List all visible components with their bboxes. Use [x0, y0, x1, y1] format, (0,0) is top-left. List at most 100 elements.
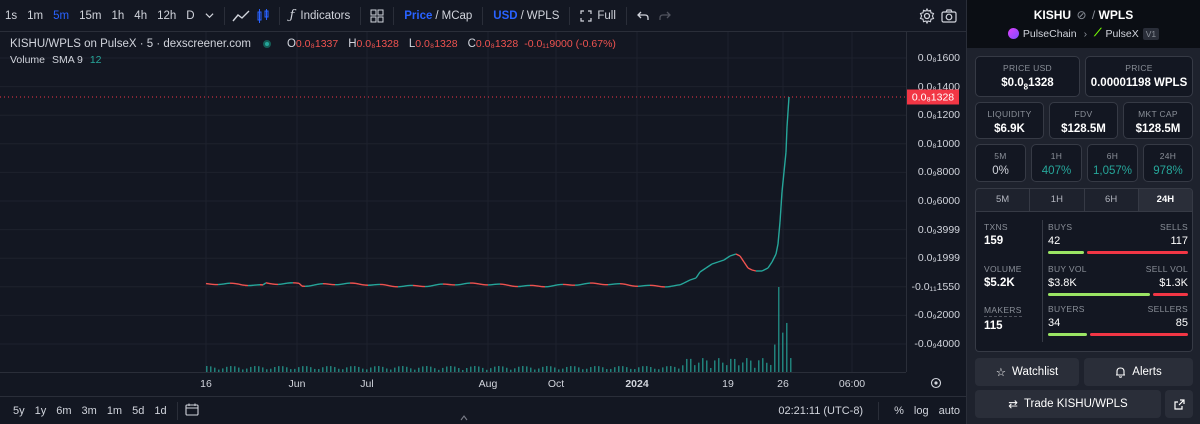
timeframe-D[interactable]: D	[186, 9, 195, 22]
change-24h-card[interactable]: 24H 978%	[1143, 144, 1193, 182]
price-trace-segment	[705, 263, 713, 269]
dex-name[interactable]: PulseX	[1105, 27, 1139, 40]
volume-bar	[470, 366, 472, 372]
period-tab-5m[interactable]: 5M	[976, 189, 1031, 211]
chart-legend: KISHU/WPLS on PulseX · 5 · dexscreener.c…	[10, 38, 616, 66]
volume-bar	[410, 368, 412, 372]
volume-bar	[530, 367, 532, 372]
auto-scale-toggle[interactable]: auto	[938, 405, 960, 417]
timeframe-1h[interactable]: 1h	[111, 9, 125, 22]
volume-bar	[386, 368, 388, 372]
volume-bar	[598, 366, 600, 372]
volume-bar	[630, 368, 632, 372]
volume-bar	[658, 369, 660, 372]
range-6m[interactable]: 6m	[56, 404, 72, 417]
range-3m[interactable]: 3m	[81, 404, 97, 417]
usd-wpls-toggle[interactable]: USD / WPLS	[488, 0, 564, 32]
volume-bar	[422, 366, 424, 372]
volume-bar	[626, 367, 628, 372]
camera-screenshot-icon[interactable]	[938, 0, 960, 32]
timeframe-1m[interactable]: 1m	[27, 9, 44, 22]
buy-sell-vol-stat: BUY VOL SELL VOL $3.8K $1.3K	[1048, 264, 1188, 296]
range-5d[interactable]: 5d	[132, 404, 145, 417]
price-trace-segment	[262, 282, 267, 286]
volume-bar	[442, 367, 444, 372]
volume-bar	[670, 366, 672, 372]
price-trace-segment	[723, 255, 731, 261]
period-tab-1h[interactable]: 1H	[1030, 189, 1085, 211]
price-trace-segment	[460, 283, 465, 286]
volume-bar	[678, 368, 680, 372]
price-chart-plot[interactable]	[0, 32, 906, 372]
price-trace-segment	[783, 151, 787, 173]
volume-bar	[538, 368, 540, 372]
volume-bar	[534, 369, 536, 372]
watchlist-button[interactable]: ☆ Watchlist	[975, 358, 1079, 386]
price-trace-segment	[786, 111, 789, 128]
fullscreen-button[interactable]: Full	[575, 0, 621, 32]
alerts-button[interactable]: Alerts	[1084, 358, 1193, 386]
layout-grid-icon[interactable]	[366, 0, 388, 32]
open-external-button[interactable]	[1165, 390, 1193, 418]
timeframe-1s[interactable]: 1s	[5, 9, 18, 22]
undo-icon[interactable]	[632, 0, 654, 32]
volume-bar	[506, 367, 508, 372]
scroll-to-realtime-icon[interactable]	[930, 377, 942, 392]
period-tab-24h[interactable]: 24H	[1138, 189, 1192, 211]
sellers-bar-fill	[1090, 333, 1188, 336]
timeframe-12h[interactable]: 12h	[157, 9, 177, 22]
buys-bar-fill	[1048, 251, 1085, 254]
clock-readout[interactable]: 02:21:11 (UTC-8)	[778, 405, 864, 417]
volume-bar	[270, 368, 272, 372]
range-1y[interactable]: 1y	[34, 404, 47, 417]
pulsex-logo-icon: ⟋	[1094, 27, 1102, 39]
price-mcap-toggle[interactable]: Price / MCap	[399, 0, 477, 32]
timeframe-5m[interactable]: 5m	[53, 9, 70, 22]
change-5m-card[interactable]: 5M 0%	[975, 144, 1026, 182]
range-1d[interactable]: 1d	[154, 404, 167, 417]
price-trace-segment	[743, 261, 749, 269]
copy-icon[interactable]: ⊘	[1076, 8, 1087, 22]
volume-bar	[318, 369, 320, 372]
time-axis[interactable]: 16 Jun Jul Aug Oct 2024 19 26 06:00	[0, 372, 906, 394]
indicators-button[interactable]: ƒ Indicators	[285, 0, 356, 32]
range-1m[interactable]: 1m	[106, 404, 123, 417]
volume-bar	[554, 367, 556, 372]
chain-name[interactable]: PulseChain	[1022, 27, 1077, 40]
change-value: 407%	[1041, 165, 1072, 177]
time-tick-label: Aug	[478, 378, 498, 390]
price-trace-segment	[388, 284, 393, 287]
percent-scale-toggle[interactable]: %	[894, 405, 904, 417]
collapse-handle-icon[interactable]	[460, 412, 468, 424]
volume-bar	[338, 368, 340, 372]
settings-gear-icon[interactable]	[916, 0, 938, 32]
change-1h-card[interactable]: 1H 407%	[1031, 144, 1082, 182]
timeframe-dropdown-icon[interactable]	[200, 0, 219, 32]
volume-bar	[522, 366, 524, 372]
buys-sells-bar	[1048, 251, 1188, 254]
price-trace-segment	[717, 259, 725, 263]
candles-icon[interactable]	[252, 0, 274, 32]
period-tab-6h[interactable]: 6H	[1085, 189, 1139, 211]
date-range-calendar-icon[interactable]	[185, 403, 199, 419]
chart-legend-title: KISHU/WPLS on PulseX · 5 · dexscreener.c…	[10, 38, 251, 50]
timeframe-4h[interactable]: 4h	[134, 9, 148, 22]
star-icon: ☆	[995, 367, 1007, 379]
change-6h-card[interactable]: 6H 1,057%	[1087, 144, 1138, 182]
volume-bar	[498, 366, 500, 372]
price-trace-segment	[580, 283, 585, 286]
timeframe-15m[interactable]: 15m	[79, 9, 102, 22]
redo-icon[interactable]	[654, 0, 676, 32]
volume-legend: Volume SMA 9 12	[10, 54, 616, 66]
range-5y[interactable]: 5y	[13, 404, 25, 417]
current-price-tag: 0.0₈1328	[907, 89, 959, 105]
volume-bar	[566, 366, 568, 372]
line-chart-icon[interactable]	[230, 0, 252, 32]
trade-button[interactable]: ⇄ Trade KISHU/WPLS	[975, 390, 1161, 418]
watchlist-label: Watchlist	[1012, 366, 1059, 378]
price-tick-label: 0.0₈1200	[917, 109, 960, 122]
volume-bar	[734, 358, 736, 372]
log-scale-toggle[interactable]: log	[913, 405, 929, 417]
price-axis[interactable]: 0.0₈1600 0.0₈1400 0.0₈1200 0.0₈1000 0.0₉8000…	[906, 32, 966, 372]
price-trace-segment	[385, 284, 390, 287]
